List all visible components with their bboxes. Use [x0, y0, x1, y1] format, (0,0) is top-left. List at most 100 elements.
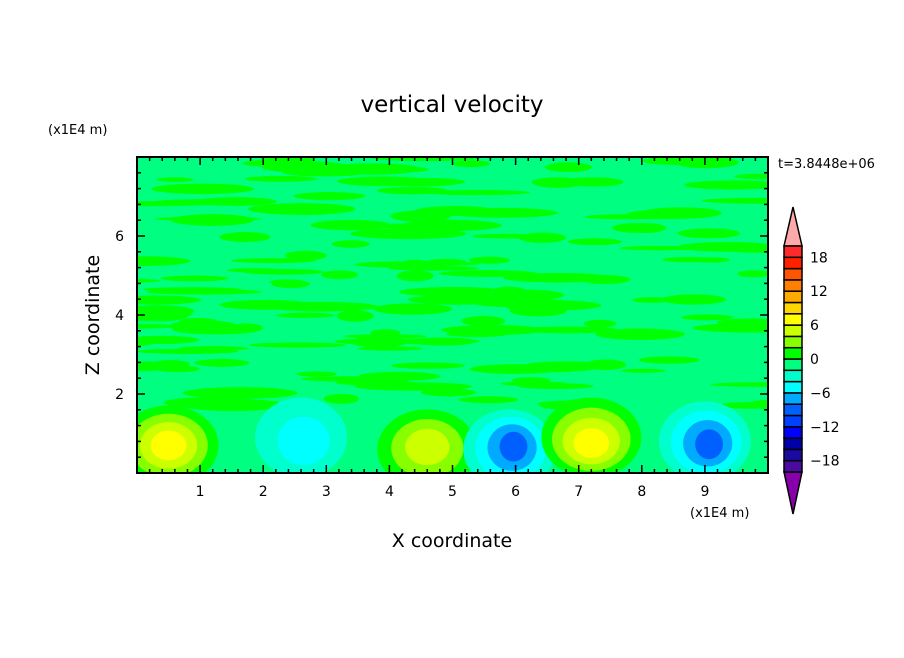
colorbar-swatch: [783, 392, 803, 405]
colorbar-swatch: [783, 301, 803, 315]
colorbar-under-triangle: [783, 471, 803, 515]
streak: [284, 250, 327, 261]
streak: [451, 160, 490, 168]
streak: [137, 201, 213, 207]
streak: [151, 360, 190, 369]
streak: [143, 287, 242, 292]
colorbar-swatch: [783, 256, 803, 270]
streak: [334, 338, 387, 345]
streak: [156, 177, 194, 182]
x-axis-label: X coordinate: [392, 530, 512, 552]
streak: [512, 377, 550, 384]
colorbar-tick-label: −12: [810, 420, 840, 436]
streak: [407, 294, 511, 305]
colorbar: 18 12 6 0 −6 −12 −18: [783, 206, 840, 515]
x-tick-label: 6: [511, 484, 520, 500]
streak: [632, 297, 670, 303]
streak: [182, 387, 298, 399]
streak: [310, 219, 392, 231]
x-tick-label: 4: [385, 484, 394, 500]
streak: [216, 394, 254, 399]
streak: [137, 348, 239, 354]
contour-level: [405, 428, 450, 466]
colorbar-swatch: [783, 426, 803, 439]
streak: [383, 166, 429, 173]
cell-6: [658, 401, 751, 473]
streak: [243, 268, 325, 275]
colorbar-swatch: [783, 245, 803, 259]
streak: [509, 304, 567, 317]
contour-level: [573, 428, 610, 458]
streak: [683, 180, 768, 190]
streak: [701, 197, 768, 204]
streak: [137, 256, 191, 266]
colorbar-swatch: [783, 414, 803, 428]
x-tick-label: 2: [259, 484, 268, 500]
colorbar-tick-label: 6: [810, 318, 819, 334]
x-unit-label: (x1E4 m): [690, 506, 749, 521]
streak: [137, 335, 199, 345]
streak: [230, 258, 316, 264]
y-unit-label: (x1E4 m): [48, 123, 107, 138]
streak: [269, 279, 306, 285]
y-axis-label: Z coordinate: [82, 255, 104, 375]
streak: [373, 303, 453, 315]
streak: [323, 393, 360, 404]
streak: [584, 359, 627, 370]
streak: [737, 270, 768, 278]
streak: [439, 146, 526, 157]
y-tick-label: 4: [115, 308, 124, 324]
axis-ticks: 1 2 3 4 5 6 7 8 9 2 4 6: [115, 157, 769, 500]
colorbar-tick-label: 0: [810, 352, 819, 368]
streak: [137, 324, 180, 329]
streak: [151, 183, 255, 195]
streak: [662, 257, 719, 263]
streak: [579, 274, 631, 285]
colorbar-swatch: [783, 346, 803, 360]
cell-4: [463, 409, 556, 473]
streak: [266, 301, 378, 312]
streak: [423, 189, 530, 196]
streak: [137, 314, 182, 321]
chart-title: vertical velocity: [361, 92, 544, 118]
colorbar-swatch: [783, 290, 803, 304]
streak: [747, 399, 768, 410]
streak: [420, 388, 477, 397]
streak: [461, 315, 506, 327]
colorbar-swatch: [783, 313, 803, 326]
contour-level: [499, 431, 528, 462]
x-tick-label: 7: [574, 484, 583, 500]
streak: [302, 147, 333, 151]
streak: [584, 214, 678, 220]
colorbar-swatch: [783, 267, 803, 281]
streak: [487, 301, 594, 307]
streak: [619, 150, 717, 156]
cell-2: [255, 397, 348, 473]
streak: [492, 289, 564, 301]
streak: [483, 364, 596, 373]
streak: [619, 245, 699, 251]
streak: [195, 197, 277, 206]
y-tick-label: 6: [115, 229, 124, 245]
colorbar-swatch: [783, 324, 803, 338]
streak: [446, 207, 558, 218]
streak: [160, 275, 229, 282]
x-tick-label: 8: [637, 484, 646, 500]
streak: [627, 223, 667, 233]
streak: [194, 358, 250, 367]
streak: [458, 396, 518, 404]
x-tick-label: 5: [448, 484, 457, 500]
streak: [249, 342, 347, 348]
colorbar-swatch: [783, 335, 803, 349]
streak: [137, 295, 202, 305]
streak: [725, 246, 768, 253]
streak: [349, 228, 467, 240]
colorbar-tick-label: −6: [810, 386, 831, 402]
colorbar-swatch: [783, 279, 803, 292]
streak: [567, 238, 622, 246]
streak: [441, 325, 545, 336]
streak: [661, 294, 726, 305]
streak: [583, 319, 617, 328]
